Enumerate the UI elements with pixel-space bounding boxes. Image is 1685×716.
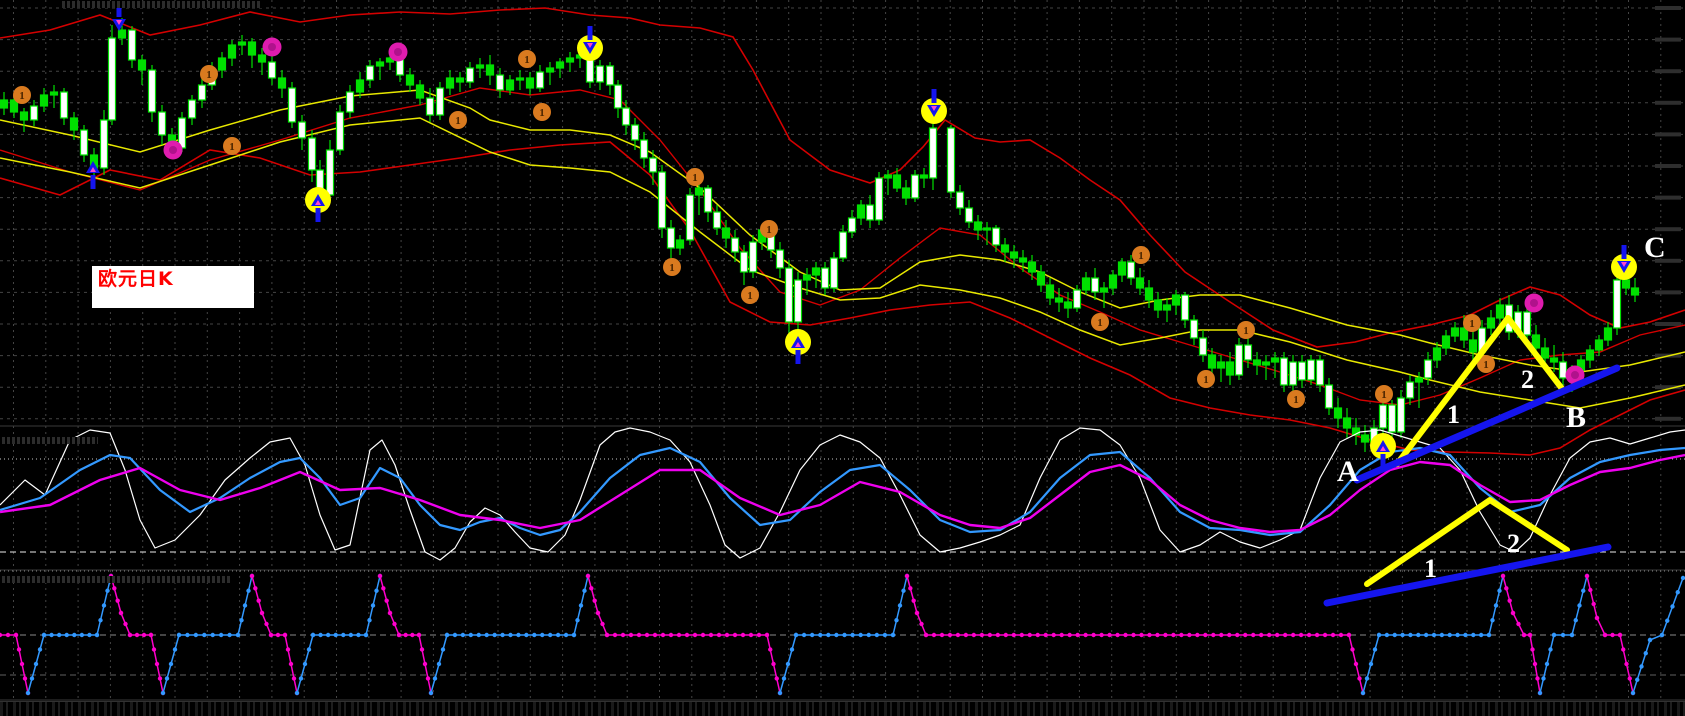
signal-circle-up[interactable] [1370,433,1396,468]
svg-text:1: 1 [747,290,753,302]
svg-text:1: 1 [206,69,212,81]
svg-text:1: 1 [1138,250,1144,262]
svg-text:1: 1 [455,115,461,127]
fast-white [0,427,1685,561]
svg-text:1: 1 [229,141,235,153]
signal-dot-orange[interactable]: 1 [663,258,681,276]
oscillator-name-faint-text [2,437,98,444]
signal-dot-magenta[interactable] [388,42,408,62]
grid-lines [0,0,1685,701]
annotation-lines[interactable] [1323,315,1621,607]
svg-text:1: 1 [1203,374,1209,386]
signal-markers[interactable]: 1 1 1 1 1 1 1 1 1 1 1 1 1 1 1 1 1 1 [13,3,1637,468]
signal-dot-orange[interactable]: 1 [1477,355,1495,373]
signal-dot-orange[interactable]: 1 [1091,313,1109,331]
signal-dot-magenta[interactable] [1524,293,1544,313]
svg-text:1: 1 [1293,394,1299,406]
svg-text:1: 1 [524,54,530,66]
trend-line-osc[interactable] [1323,543,1612,607]
svg-text:1: 1 [19,90,25,102]
signal-arrow-down[interactable] [112,3,126,31]
candlestick-series [0,18,1640,458]
cycle-indicator [0,573,1685,696]
signal-dot-orange[interactable]: 1 [449,111,467,129]
signal-circle-down[interactable] [577,26,603,61]
signal-dot-orange[interactable]: 1 [1287,390,1305,408]
signal-dot-orange[interactable]: 1 [760,220,778,238]
wave-line-1-osc[interactable] [1364,497,1570,587]
cycle-indicator-name-faint-text [2,576,232,583]
signal-dot-orange[interactable]: 1 [13,86,31,104]
svg-text:1: 1 [1243,325,1249,337]
signal-dot-orange[interactable]: 1 [1375,385,1393,403]
signal-dot-orange[interactable]: 1 [1197,370,1215,388]
wave-label-C[interactable]: C [1644,231,1666,264]
symbol-label[interactable]: 欧元日K [92,266,254,308]
signal-dot-orange[interactable]: 1 [1463,314,1481,332]
wave-label-B[interactable]: B [1566,401,1586,434]
svg-text:1: 1 [1097,317,1103,329]
signal-circle-down[interactable] [1611,245,1637,280]
signal-dot-orange[interactable]: 1 [223,137,241,155]
signal-dot-magenta[interactable] [163,140,183,160]
signal-circle-up[interactable] [785,329,811,364]
chart-title-faint-text [62,1,262,8]
signal-dot-orange[interactable]: 1 [686,168,704,186]
wave-label-1[interactable]: 1 [1447,400,1460,429]
svg-text:1: 1 [1469,318,1475,330]
wave-line-1-main[interactable] [1394,315,1566,467]
signal-dot-orange[interactable]: 1 [533,103,551,121]
annotation-labels[interactable]: A B C 1 2 1 2 [1337,231,1666,583]
time-axis[interactable] [0,701,1685,716]
upper-ma-yellow [0,89,1685,373]
svg-text:1: 1 [669,262,675,274]
trend-line-main[interactable] [1353,364,1621,484]
price-axis-faint-labels [1655,6,1681,421]
signal-dot-magenta[interactable] [1565,365,1585,385]
svg-text:1: 1 [692,172,698,184]
signal-dot-orange[interactable]: 1 [1237,321,1255,339]
wave-label-1[interactable]: 1 [1424,554,1437,583]
signal-dot-orange[interactable]: 1 [518,50,536,68]
lower-band-red [0,141,1685,456]
signal-circle-up[interactable] [305,187,331,222]
slow-magenta [0,453,1685,534]
signal-arrow-up[interactable] [86,161,100,189]
signal-dot-orange[interactable]: 1 [741,286,759,304]
signal-circle-down[interactable] [921,89,947,124]
wave-label-2[interactable]: 2 [1521,365,1534,394]
svg-text:1: 1 [1381,389,1387,401]
lower-ma-yellow [0,117,1685,409]
signal-dot-orange[interactable]: 1 [1132,246,1150,264]
svg-text:1: 1 [766,224,772,236]
signal-dot-orange[interactable]: 1 [200,65,218,83]
wave-label-A[interactable]: A [1337,455,1359,488]
signal-dot-magenta[interactable] [262,37,282,57]
svg-text:1: 1 [539,107,545,119]
svg-text:1: 1 [1483,359,1489,371]
wave-label-2[interactable]: 2 [1507,529,1520,558]
